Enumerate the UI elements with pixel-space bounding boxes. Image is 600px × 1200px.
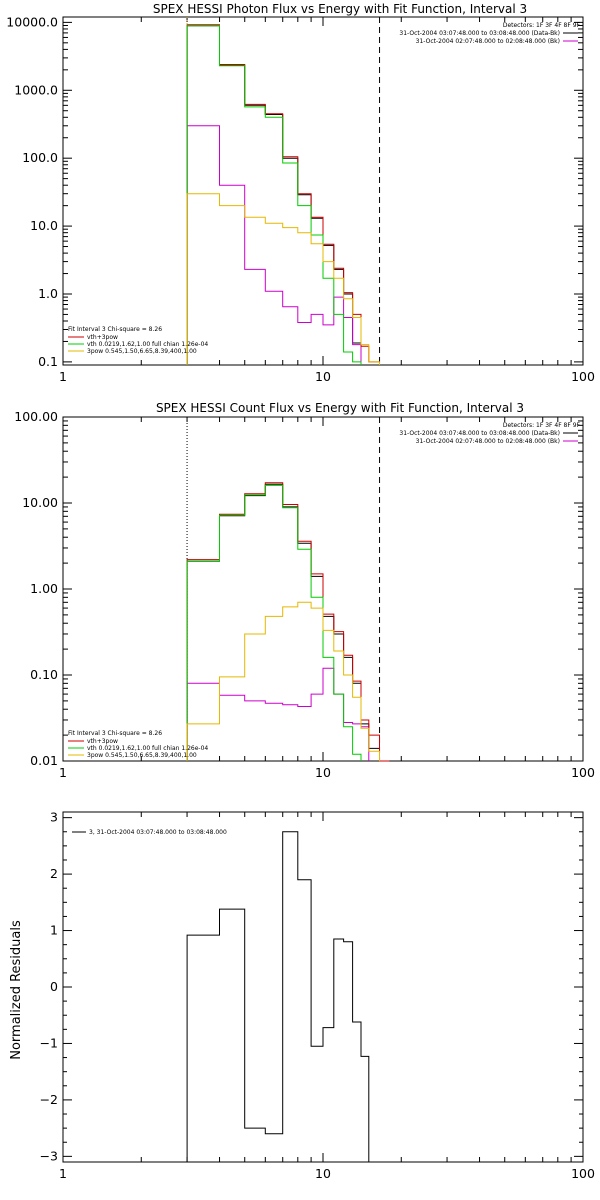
series-line xyxy=(186,25,362,365)
y-tick-label: 100.00 xyxy=(14,409,58,424)
residuals-panel: Normalized Residuals 1 10 100 −3 −2 −1 0 1 2 3 3,… xyxy=(9,810,595,1181)
y-tick-label: −2 xyxy=(40,1092,58,1107)
legend-detectors: Detectors: 1F 3F 4F 8F 9F xyxy=(503,422,581,429)
legend-entry-bk: 31-Oct-2004 02:07:48.000 to 02:08:48.000… xyxy=(416,38,560,45)
legend-top-right: Detectors: 1F 3F 4F 8F 9F 31-Oct-2004 03… xyxy=(399,422,580,445)
y-tick-label: 1000.0 xyxy=(14,82,58,97)
y-tick-label: 1.0 xyxy=(38,286,58,301)
legend-fit-info: Fit Interval 3 Chi-square = 8.26 xyxy=(68,730,162,737)
ticks: 1 10 100 −3 −2 −1 0 1 2 3 xyxy=(40,810,595,1181)
y-tick-label: −3 xyxy=(40,1148,58,1163)
legend-entry-data: 31-Oct-2004 03:07:48.000 to 03:08:48.000… xyxy=(399,30,560,37)
chart-title: SPEX HESSI Count Flux vs Energy with Fit… xyxy=(156,401,524,415)
legend-entry-fit: vth+3pow xyxy=(87,738,118,745)
series-line xyxy=(186,482,390,762)
series-line xyxy=(186,483,380,761)
series-line xyxy=(186,667,370,761)
legend-top-left: 3, 31-Oct-2004 03:07:48.000 to 03:08:48.… xyxy=(72,829,227,836)
ticks: 1 10 100 0.1 1.0 10.0 100.0 1000.0 10000.0 xyxy=(6,14,595,384)
x-tick-label: 10 xyxy=(315,1166,331,1181)
legend-entry-vth: vth 0.0219,1.62,1.00 full chian 1.26e-04 xyxy=(87,745,208,752)
x-tick-label: 10 xyxy=(315,765,331,780)
x-tick-label: 1 xyxy=(59,765,67,780)
legend-entry-3pow: 3pow 0.545,1.50,6.65,8.39,400,1.00 xyxy=(87,348,197,355)
x-tick-label: 100 xyxy=(571,765,595,780)
legend-entry-fit: vth+3pow xyxy=(87,334,118,341)
y-tick-label: 1.00 xyxy=(30,581,58,596)
legend-entry-residuals: 3, 31-Oct-2004 03:07:48.000 to 03:08:48.… xyxy=(89,829,227,836)
y-tick-label: 10.0 xyxy=(30,218,58,233)
legend-top-right: Detectors: 1F 3F 4F 8F 9F 31-Oct-2004 03… xyxy=(399,22,580,45)
legend-entry-3pow: 3pow 0.545,1.50,6.65,8.39,400,1.00 xyxy=(87,752,197,759)
legend-bottom-left: Fit Interval 3 Chi-square = 8.26 vth+3po… xyxy=(68,326,208,355)
count-flux-panel: SPEX HESSI Count Flux vs Energy with Fit… xyxy=(14,401,595,780)
chart-title: SPEX HESSI Photon Flux vs Energy with Fi… xyxy=(153,2,527,16)
y-axis-label: Normalized Residuals xyxy=(9,920,24,1060)
legend-fit-info: Fit Interval 3 Chi-square = 8.26 xyxy=(68,326,162,333)
series xyxy=(186,417,390,762)
series-line xyxy=(186,125,362,365)
series-line xyxy=(186,484,362,761)
series-line xyxy=(186,24,380,365)
y-tick-label: 0.01 xyxy=(30,753,58,768)
y-tick-label: 0.10 xyxy=(30,667,58,682)
x-tick-label: 1 xyxy=(59,369,67,384)
legend-detectors: Detectors: 1F 3F 4F 8F 9F xyxy=(503,22,581,29)
legend-entry-data: 31-Oct-2004 03:07:48.000 to 03:08:48.000… xyxy=(399,430,560,437)
y-tick-label: 10.00 xyxy=(22,495,58,510)
x-tick-label: 10 xyxy=(315,369,331,384)
series xyxy=(186,831,370,1162)
series xyxy=(186,17,381,365)
plot-frame xyxy=(62,16,584,366)
legend-bottom-left: Fit Interval 3 Chi-square = 8.26 vth+3po… xyxy=(68,730,208,759)
y-tick-label: 2 xyxy=(50,866,58,881)
x-tick-label: 100 xyxy=(571,1166,595,1181)
y-tick-label: −1 xyxy=(40,1035,58,1050)
series-line xyxy=(186,25,362,365)
series-line xyxy=(186,601,380,761)
y-tick-label: 0 xyxy=(50,979,58,994)
legend-entry-bk: 31-Oct-2004 02:07:48.000 to 02:08:48.000… xyxy=(416,438,560,445)
y-tick-label: 100.0 xyxy=(22,150,58,165)
y-tick-label: 10000.0 xyxy=(6,14,58,29)
y-tick-label: 0.1 xyxy=(38,354,58,369)
ticks: 1 10 100 0.01 0.10 1.00 10.00 100.00 xyxy=(14,409,595,780)
series-line xyxy=(186,193,380,365)
legend-entry-vth: vth 0.0219,1.62,1.00 full chian 1.26e-04 xyxy=(87,341,208,348)
plot-frame xyxy=(62,811,584,1163)
y-tick-label: 3 xyxy=(50,810,58,825)
x-tick-label: 1 xyxy=(59,1166,67,1181)
x-tick-label: 100 xyxy=(571,369,595,384)
photon-flux-panel: SPEX HESSI Photon Flux vs Energy with Fi… xyxy=(6,2,595,384)
y-tick-label: 1 xyxy=(50,923,58,938)
series-line xyxy=(186,831,370,1162)
